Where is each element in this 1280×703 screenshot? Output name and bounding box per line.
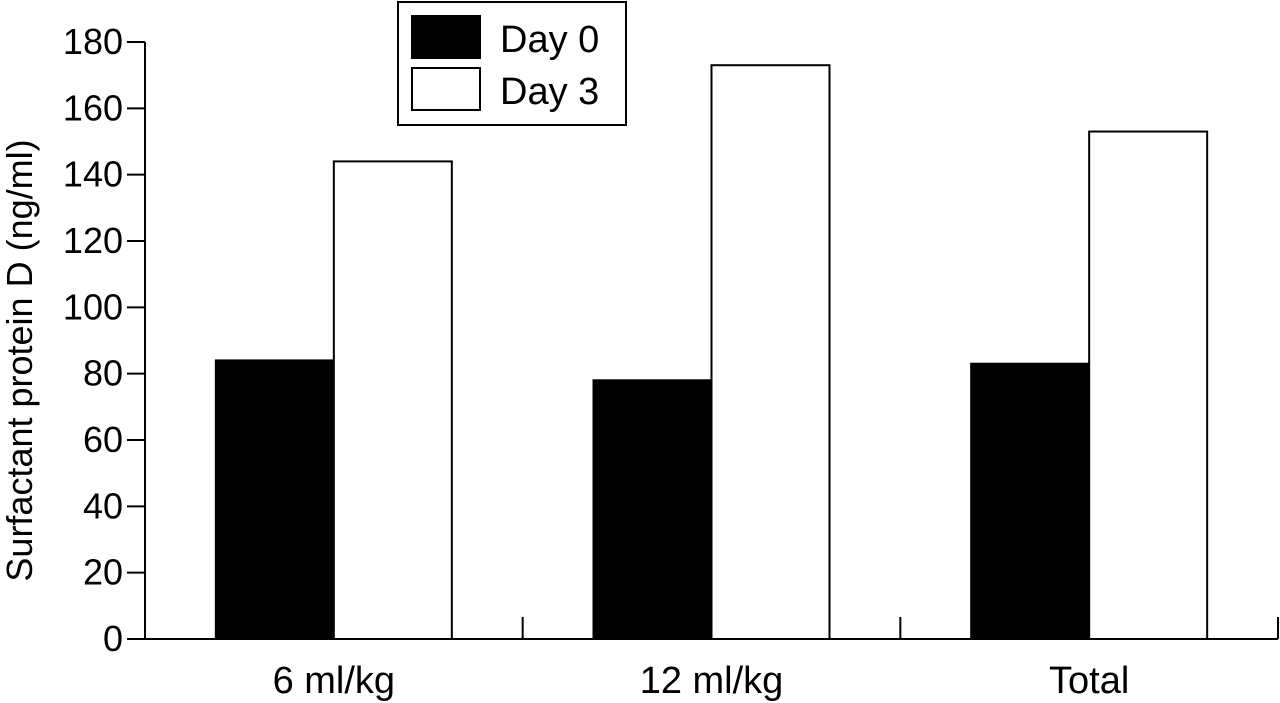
bar-day-0-3 [970, 362, 1091, 640]
y-tick-label: 140 [63, 154, 123, 195]
legend-swatch-day-3 [411, 67, 481, 111]
y-tick-label: 100 [63, 286, 123, 327]
y-axis-title: Surfactant protein D (ng/ml) [0, 139, 40, 581]
legend-label: Day 0 [500, 19, 599, 61]
y-tick-label: 160 [63, 87, 123, 128]
y-tick-label: 60 [83, 419, 123, 460]
bar-day-0-1 [214, 359, 335, 640]
x-category-label: 6 ml/kg [273, 660, 395, 702]
y-tick-label: 20 [83, 552, 123, 593]
bar-day-3-3 [1088, 130, 1209, 641]
x-category-label: Total [1049, 660, 1129, 702]
legend-label: Day 3 [500, 71, 599, 113]
y-tick-label: 40 [83, 485, 123, 526]
y-tick-label: 0 [103, 618, 123, 659]
y-tick-label: 180 [63, 21, 123, 62]
bar-day-0-2 [592, 379, 713, 640]
y-tick-label: 120 [63, 220, 123, 261]
bar-day-3-1 [332, 160, 453, 640]
x-category-label: 12 ml/kg [640, 660, 784, 702]
bar-day-3-2 [710, 64, 831, 640]
legend-swatch-day-0 [411, 15, 481, 59]
y-tick-label: 80 [83, 353, 123, 394]
